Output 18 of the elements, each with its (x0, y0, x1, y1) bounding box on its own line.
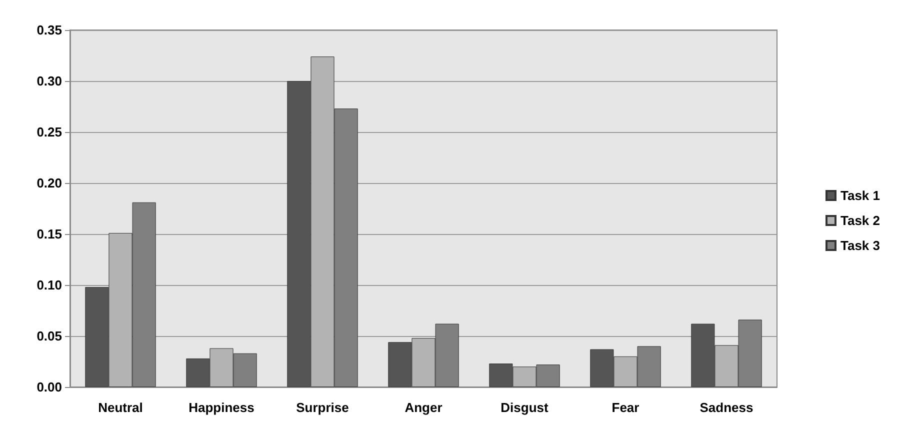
x-tick-label: Neutral (98, 400, 143, 415)
legend-label: Task 2 (840, 213, 880, 228)
y-tick-label: 0.05 (36, 328, 62, 344)
x-tick-label: Surprise (296, 400, 349, 415)
x-tick-label: Sadness (700, 400, 754, 415)
y-tick-label: 0.00 (36, 380, 62, 394)
x-tick-label: Happiness (188, 400, 254, 415)
legend-label: Task 3 (840, 238, 880, 253)
y-tick-label: 0.15 (36, 226, 62, 242)
y-tick-label: 0.35 (36, 22, 62, 38)
y-tick-label: 0.10 (36, 278, 62, 292)
legend-label: Task 1 (840, 188, 880, 203)
x-tick-label: Disgust (500, 400, 550, 415)
y-tick-label: 0.30 (36, 74, 62, 88)
x-tick-label: Anger (404, 400, 442, 415)
y-tick-label: 0.25 (36, 124, 62, 140)
x-tick-label: Fear (612, 400, 640, 415)
y-tick-label: 0.20 (36, 176, 62, 190)
